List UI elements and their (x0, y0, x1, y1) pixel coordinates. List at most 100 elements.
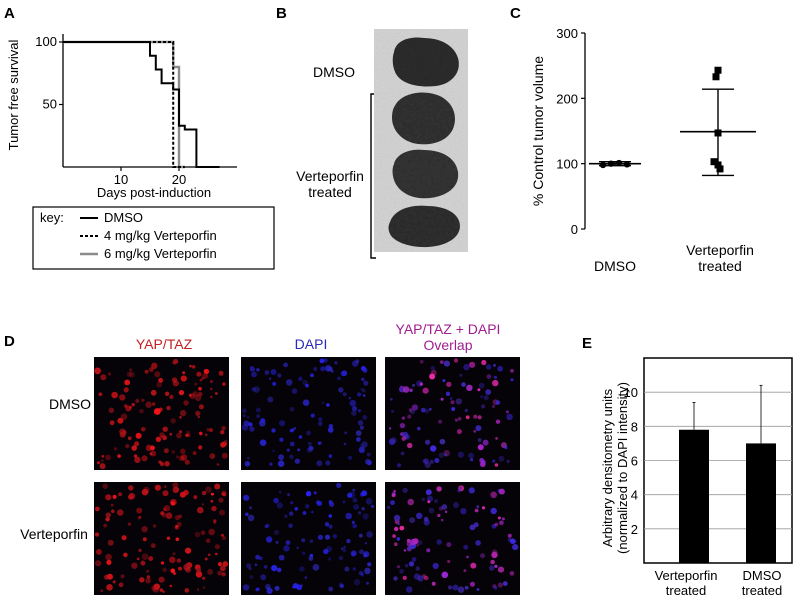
cell-nucleus (146, 569, 149, 573)
cell-nucleus (172, 380, 179, 387)
cell-nucleus (118, 492, 123, 497)
cell-nucleus (361, 377, 365, 382)
cell-nucleus (497, 582, 503, 588)
cell-nucleus (123, 552, 128, 558)
cell-nucleus (452, 584, 459, 591)
cell-nucleus (492, 584, 497, 589)
cell-nucleus (175, 537, 180, 541)
cell-nucleus (256, 414, 261, 419)
cell-nucleus (108, 407, 115, 414)
cell-nucleus (222, 561, 229, 567)
cell-nucleus (324, 522, 330, 527)
cell-nucleus (422, 387, 429, 394)
cell-nucleus (119, 431, 126, 438)
cell-nucleus (427, 500, 431, 504)
cell-nucleus (196, 371, 202, 377)
cell-nucleus (403, 549, 407, 552)
cell-nucleus (390, 436, 397, 444)
cell-nucleus (209, 453, 216, 459)
cell-nucleus (248, 422, 253, 427)
cell-nucleus (169, 584, 173, 588)
panel-e-ytick-label: 8 (631, 419, 638, 434)
cell-nucleus (214, 483, 221, 490)
cell-nucleus (417, 426, 421, 431)
cell-nucleus (213, 519, 217, 523)
cell-nucleus (308, 445, 314, 451)
cell-nucleus (158, 460, 162, 464)
cell-nucleus (328, 454, 333, 458)
cell-nucleus (343, 442, 347, 446)
cell-nucleus (289, 406, 295, 412)
cell-nucleus (338, 387, 344, 393)
panel-e-cat-dmso-1: DMSO (743, 568, 782, 583)
cell-nucleus (215, 552, 218, 556)
cell-nucleus (138, 515, 142, 519)
cell-nucleus (150, 445, 155, 451)
cell-nucleus (117, 417, 124, 424)
cell-nucleus (163, 448, 169, 454)
cell-nucleus (244, 461, 251, 467)
cell-nucleus (328, 586, 334, 592)
cell-nucleus (193, 495, 198, 500)
panel-a-legend: key: DMSO 4 mg/kg Verteporfin 6 mg/kg Ve… (32, 206, 275, 270)
cell-nucleus (357, 409, 361, 413)
cell-nucleus (139, 577, 145, 583)
cell-nucleus (151, 585, 157, 591)
cell-nucleus (422, 459, 427, 464)
cell-nucleus (163, 507, 167, 512)
cell-nucleus (440, 397, 444, 401)
cell-nucleus (277, 373, 282, 378)
cell-nucleus (325, 460, 331, 466)
cell-nucleus (269, 462, 273, 466)
cell-nucleus (364, 458, 371, 465)
cell-nucleus (352, 488, 356, 492)
panel-a-letter: A (4, 5, 15, 22)
cell-nucleus (165, 512, 173, 519)
cell-nucleus (436, 539, 443, 545)
cell-nucleus (361, 490, 368, 497)
cell-nucleus (453, 358, 459, 363)
cell-nucleus (497, 516, 501, 520)
cell-nucleus (347, 455, 353, 460)
panel-a-xtick-label: 20 (172, 172, 186, 187)
cell-nucleus (394, 542, 398, 546)
tumor-treated-3 (388, 205, 460, 248)
cell-nucleus (120, 413, 128, 420)
cell-nucleus (179, 430, 183, 434)
cell-nucleus (164, 391, 170, 396)
tumor-photo (374, 29, 468, 252)
cell-nucleus (162, 567, 168, 573)
cell-nucleus (439, 438, 446, 445)
cell-nucleus (105, 494, 112, 501)
cell-nucleus (428, 407, 432, 411)
cell-nucleus (143, 486, 150, 494)
cell-nucleus (156, 381, 163, 388)
cell-nucleus (285, 540, 291, 546)
cell-nucleus (105, 512, 112, 518)
cell-nucleus (399, 568, 404, 574)
cell-nucleus (217, 562, 222, 567)
cell-nucleus (391, 493, 396, 498)
cell-nucleus (394, 526, 399, 532)
cell-nucleus (198, 404, 204, 410)
cell-nucleus (179, 416, 182, 419)
cell-nucleus (456, 429, 462, 435)
cell-nucleus (253, 386, 260, 393)
cell-nucleus (481, 506, 486, 510)
cell-nucleus (428, 507, 435, 514)
cell-nucleus (153, 524, 157, 528)
cell-nucleus (415, 566, 420, 571)
panel-b-letter: B (276, 5, 287, 22)
micrograph-background (94, 357, 229, 470)
panel-c-letter: C (510, 5, 521, 22)
cell-nucleus (353, 578, 361, 586)
cell-nucleus (417, 575, 424, 582)
panel-c-cat-dmso: DMSO (594, 258, 636, 274)
panel-d-col-overlap-1: YAP/TAZ + DAPI (396, 321, 501, 337)
cell-nucleus (470, 581, 475, 587)
cell-nucleus (259, 420, 266, 427)
cell-nucleus (249, 426, 255, 432)
cell-nucleus (294, 507, 299, 511)
cell-nucleus (365, 498, 373, 505)
panel-c-ytick-label: 300 (556, 26, 578, 41)
